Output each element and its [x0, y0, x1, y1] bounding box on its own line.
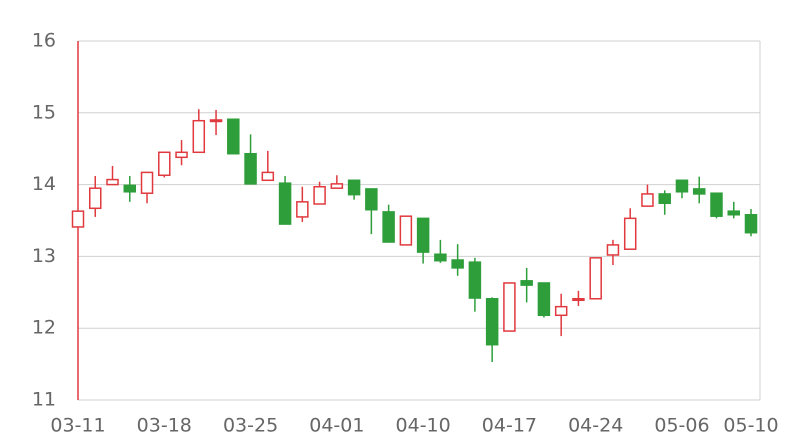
candle-body: [89, 187, 102, 210]
candle-body: [520, 280, 533, 286]
candle-body: [140, 171, 154, 194]
y-tick-label: 12: [32, 317, 56, 339]
y-tick-label: 11: [32, 389, 56, 411]
y-tick-label: 13: [32, 245, 56, 267]
candle-body: [227, 118, 240, 155]
candle-body: [365, 188, 378, 211]
candle-body: [399, 215, 413, 246]
candle-body: [658, 193, 671, 205]
x-tick-label: 04-17: [482, 415, 537, 437]
candle-body: [192, 119, 206, 154]
candle-body: [416, 217, 430, 253]
candle-body: [123, 184, 137, 193]
x-tick-label: 03-11: [50, 415, 105, 437]
candle-body: [330, 183, 344, 189]
x-tick-label: 05-10: [723, 415, 778, 437]
candle-body: [468, 261, 482, 299]
x-tick-label: 04-10: [396, 415, 451, 437]
candle-body: [278, 182, 292, 225]
candle-body: [710, 192, 723, 217]
candle-body: [623, 217, 637, 250]
candle-body: [503, 282, 516, 332]
candle-body: [382, 211, 395, 243]
x-tick-label: 03-25: [223, 415, 278, 437]
candle-body: [589, 257, 602, 300]
candle-body: [554, 305, 568, 317]
candle-body: [606, 244, 620, 256]
candle-body: [692, 188, 706, 195]
x-tick-label: 03-18: [137, 415, 192, 437]
candle-body: [347, 179, 361, 196]
candle-body: [485, 298, 499, 346]
candle-body: [296, 201, 309, 218]
candle-body: [675, 179, 689, 193]
x-tick-label: 04-01: [309, 415, 364, 437]
x-tick-label: 04-24: [568, 415, 623, 437]
candle-body: [537, 282, 551, 317]
candle-body: [641, 193, 654, 207]
candle-body: [71, 210, 85, 228]
candle-body: [209, 119, 223, 123]
y-tick-label: 15: [32, 101, 56, 123]
candle-body: [434, 253, 447, 262]
candle-body: [744, 214, 758, 234]
y-tick-label: 14: [32, 173, 56, 195]
candle-body: [451, 259, 464, 269]
candle-body: [158, 151, 171, 177]
y-tick-label: 16: [32, 30, 56, 52]
candle-body: [261, 171, 275, 182]
candle-body: [106, 178, 119, 186]
x-tick-label: 05-06: [654, 415, 709, 437]
candle-body: [175, 151, 188, 159]
candle-body: [727, 210, 740, 216]
candle-body: [313, 186, 326, 205]
candle-body: [572, 298, 585, 302]
candle-body: [244, 152, 257, 185]
